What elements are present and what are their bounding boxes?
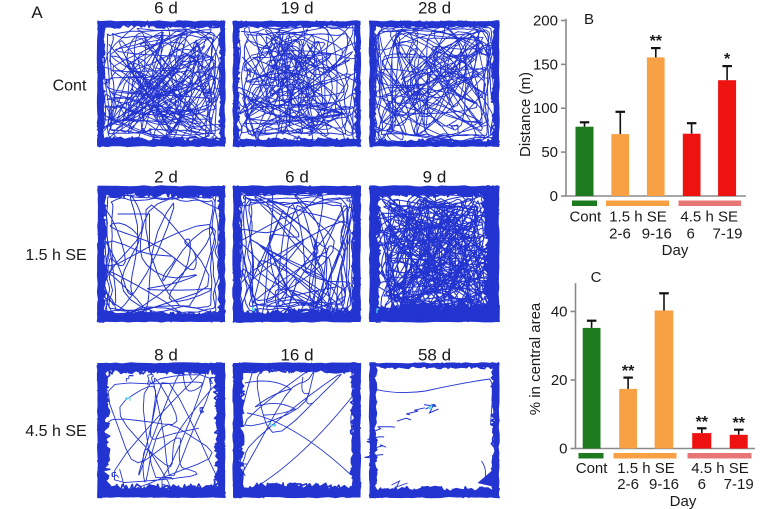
svg-text:Cont: Cont (53, 78, 87, 95)
svg-text:*: * (724, 51, 731, 68)
svg-text:A: A (31, 3, 43, 22)
svg-text:50: 50 (541, 144, 558, 161)
svg-text:7-19: 7-19 (712, 226, 742, 243)
svg-text:200: 200 (533, 13, 558, 30)
svg-text:Distance (m): Distance (m) (517, 72, 534, 157)
svg-text:4.5 h SE: 4.5 h SE (691, 460, 749, 477)
svg-text:9 d: 9 d (423, 168, 447, 187)
svg-text:**: ** (696, 414, 709, 431)
svg-text:6: 6 (687, 226, 695, 243)
svg-text:% in central area: % in central area (527, 302, 544, 415)
svg-text:40: 40 (551, 304, 568, 321)
svg-text:6 d: 6 d (154, 0, 178, 18)
svg-text:20: 20 (551, 372, 568, 389)
svg-text:**: ** (732, 415, 745, 432)
svg-text:**: ** (622, 363, 635, 380)
svg-text:16 d: 16 d (280, 346, 313, 365)
svg-text:100: 100 (533, 100, 558, 117)
svg-text:**: ** (650, 33, 663, 50)
svg-text:6: 6 (698, 476, 706, 493)
svg-text:28 d: 28 d (418, 0, 451, 18)
svg-text:9-16: 9-16 (649, 476, 679, 493)
svg-text:Day: Day (662, 242, 689, 259)
svg-text:2 d: 2 d (154, 168, 178, 187)
svg-text:4.5 h SE: 4.5 h SE (25, 423, 86, 440)
svg-text:C: C (591, 269, 602, 286)
svg-text:4.5 h SE: 4.5 h SE (680, 209, 738, 226)
svg-text:150: 150 (533, 56, 558, 73)
svg-text:Cont: Cont (576, 460, 609, 477)
svg-text:1.5 h SE: 1.5 h SE (617, 460, 675, 477)
svg-text:0: 0 (559, 441, 567, 458)
svg-text:2-6: 2-6 (617, 476, 639, 493)
svg-text:B: B (584, 11, 594, 28)
svg-text:6 d: 6 d (285, 168, 309, 187)
svg-text:2-6: 2-6 (609, 226, 631, 243)
svg-text:1.5 h SE: 1.5 h SE (609, 209, 667, 226)
svg-text:Cont: Cont (569, 209, 602, 226)
svg-text:58 d: 58 d (418, 346, 451, 365)
svg-text:8 d: 8 d (154, 346, 178, 365)
svg-text:0: 0 (550, 188, 558, 205)
svg-text:19 d: 19 d (280, 0, 313, 18)
svg-text:7-19: 7-19 (724, 476, 754, 493)
svg-text:Day: Day (670, 493, 697, 509)
svg-text:9-16: 9-16 (642, 226, 672, 243)
svg-text:1.5 h SE: 1.5 h SE (25, 247, 86, 264)
